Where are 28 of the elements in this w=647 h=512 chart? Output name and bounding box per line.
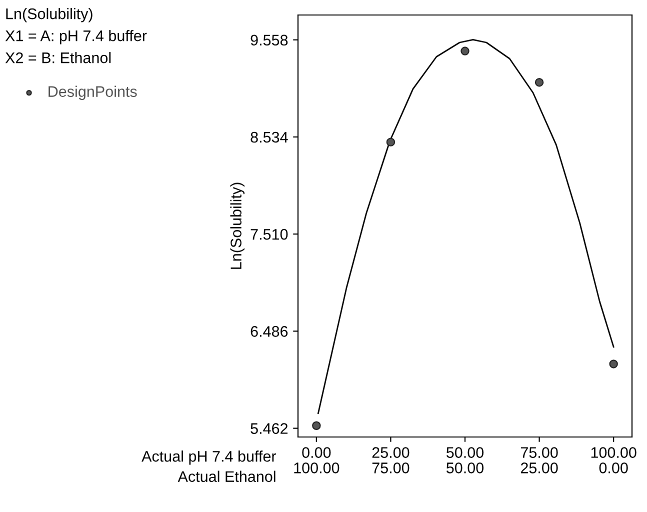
x2-axis-title: Actual Ethanol bbox=[178, 470, 276, 482]
x2-tick-label: 75.00 bbox=[372, 462, 410, 474]
line-series bbox=[318, 38, 614, 414]
y-tick-label: 7.510 bbox=[250, 228, 288, 240]
point bbox=[460, 46, 470, 56]
x-tick-label: 25.00 bbox=[372, 447, 410, 458]
point bbox=[609, 360, 618, 368]
text: X2 = B: Ethanol bbox=[5, 52, 111, 64]
x-tick-label: 0.00 bbox=[302, 447, 331, 458]
point bbox=[312, 421, 321, 430]
x-axis-title: Actual pH 7.4 buffer bbox=[142, 450, 276, 465]
text: X1 = A: pH 7.4 buffer bbox=[5, 30, 147, 44]
x2-tick-label: 25.00 bbox=[520, 462, 558, 474]
y-axis-title: Ln(Solubility) bbox=[230, 182, 244, 269]
y-tick-label: 6.486 bbox=[250, 326, 288, 337]
x-tick-label: 50.00 bbox=[446, 447, 484, 458]
legend-label: DesignPoints bbox=[48, 86, 137, 100]
point bbox=[386, 138, 396, 146]
text: Ln(Solubility) bbox=[6, 8, 92, 22]
y-tick-label: 8.534 bbox=[250, 132, 288, 143]
x-tick-label: 100.00 bbox=[591, 447, 636, 458]
y-tick-label: 9.558 bbox=[250, 34, 288, 46]
y-tick-label: 5.462 bbox=[250, 423, 288, 434]
x2-tick-label: 0.00 bbox=[599, 462, 628, 474]
point bbox=[534, 78, 544, 87]
x2-tick-label: 50.00 bbox=[446, 462, 484, 474]
x2-tick-label: 100.00 bbox=[294, 462, 340, 474]
x-tick-label: 75.00 bbox=[520, 447, 558, 458]
